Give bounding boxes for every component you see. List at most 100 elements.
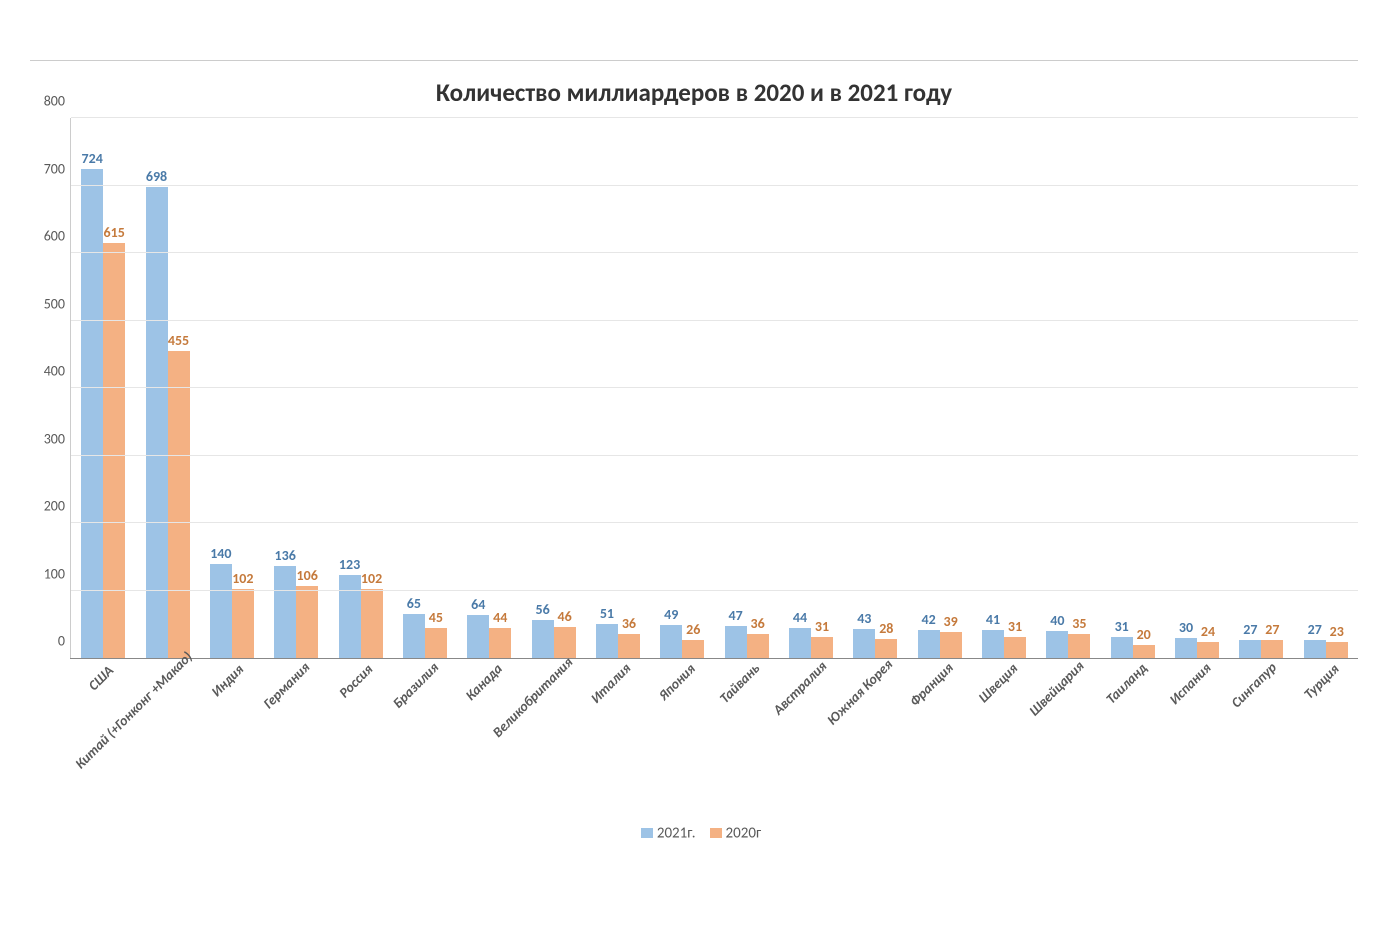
bar: 698 (146, 187, 168, 658)
bar: 49 (660, 625, 682, 658)
bar: 724 (81, 169, 103, 658)
y-tick-label: 100 (44, 565, 65, 582)
bar-value-label: 23 (1330, 623, 1344, 640)
bar: 140 (210, 564, 232, 659)
bar: 44 (789, 628, 811, 658)
bar: 41 (982, 630, 1004, 658)
y-tick-label: 200 (44, 498, 65, 515)
bar-value-label: 36 (622, 615, 636, 632)
bar: 31 (1004, 637, 1026, 658)
plot-area: 7246156984551401021361061231026545644456… (70, 118, 1358, 658)
bar-group: 698455 (135, 187, 199, 658)
bar: 35 (1068, 634, 1090, 658)
x-tick-label: Франция (907, 659, 958, 710)
bar-value-label: 35 (1072, 615, 1086, 632)
bar: 36 (618, 634, 640, 658)
bar-value-label: 106 (297, 567, 318, 584)
bar-group: 5646 (521, 620, 585, 658)
bar-value-label: 56 (535, 601, 549, 618)
x-tick-cell: Сингапур (1229, 659, 1293, 818)
bar-group: 2727 (1229, 640, 1293, 658)
x-tick-label: Япония (655, 660, 699, 704)
bar: 106 (296, 586, 318, 658)
grid-line (71, 252, 1358, 253)
x-tick-label: Австралия (769, 658, 830, 719)
bar-value-label: 31 (815, 618, 829, 635)
x-tick-cell: Турция (1294, 659, 1358, 818)
x-tick-label: Таиланд (1102, 660, 1150, 708)
bar-group: 5136 (586, 624, 650, 658)
x-tick-cell: Таиланд (1101, 659, 1165, 818)
bar: 24 (1197, 642, 1219, 658)
bar: 45 (425, 628, 447, 658)
bar-value-label: 44 (493, 609, 507, 626)
bar-value-label: 615 (104, 224, 125, 241)
x-tick-cell: Швеция (972, 659, 1036, 818)
x-tick-cell: Россия (328, 659, 392, 818)
x-tick-label: США (85, 662, 117, 694)
bar: 136 (274, 566, 296, 658)
legend-swatch (641, 828, 653, 838)
bar: 43 (853, 629, 875, 658)
bar: 30 (1175, 638, 1197, 658)
bar-value-label: 45 (429, 609, 443, 626)
bar-group: 136106 (264, 566, 328, 658)
bar: 123 (339, 575, 361, 658)
grid-line (71, 590, 1358, 591)
bar: 56 (532, 620, 554, 658)
x-tick-cell: Великобритания (521, 659, 585, 818)
bar-value-label: 36 (751, 615, 765, 632)
bar-value-label: 64 (471, 596, 485, 613)
bar: 36 (747, 634, 769, 658)
bar: 31 (1111, 637, 1133, 658)
bar-value-label: 20 (1137, 626, 1151, 643)
x-tick-cell: Германия (263, 659, 327, 818)
x-tick-cell: Италия (585, 659, 649, 818)
chart-title: Количество миллиардеров в 2020 и в 2021 … (30, 77, 1358, 108)
x-tick-cell: Индия (199, 659, 263, 818)
bar: 26 (682, 640, 704, 658)
bar-value-label: 140 (210, 545, 231, 562)
bar-value-label: 24 (1201, 623, 1215, 640)
bar-value-label: 44 (793, 609, 807, 626)
bar-group: 123102 (328, 575, 392, 658)
y-tick-label: 0 (58, 633, 65, 650)
y-tick-label: 800 (44, 93, 65, 110)
bar-value-label: 102 (361, 570, 382, 587)
x-tick-label: Сингапур (1227, 659, 1279, 711)
bar-group: 4239 (907, 630, 971, 658)
bar-group: 3120 (1101, 637, 1165, 658)
bar-value-label: 28 (879, 620, 893, 637)
bar-value-label: 30 (1179, 619, 1193, 636)
bar-group: 3024 (1165, 638, 1229, 658)
bar-value-label: 724 (82, 150, 103, 167)
bar-value-label: 455 (168, 332, 189, 349)
x-tick-label: Швейцария (1026, 658, 1088, 720)
x-tick-label: Канада (462, 660, 506, 704)
legend-label: 2020г (726, 824, 762, 842)
bar-group: 4328 (843, 629, 907, 658)
bar: 102 (361, 589, 383, 658)
x-tick-cell: Франция (907, 659, 971, 818)
bar-value-label: 41 (986, 611, 1000, 628)
bar-group: 2723 (1294, 640, 1358, 658)
bar-value-label: 27 (1243, 621, 1257, 638)
y-tick-label: 300 (44, 430, 65, 447)
bar-group: 4131 (972, 630, 1036, 658)
bar: 455 (168, 351, 190, 658)
bar-value-label: 102 (232, 570, 253, 587)
chart-container: Количество миллиардеров в 2020 и в 2021 … (30, 60, 1358, 904)
legend: 2021г.2020г (30, 824, 1358, 842)
bar: 44 (489, 628, 511, 658)
bar-value-label: 65 (407, 595, 421, 612)
bar-value-label: 136 (275, 547, 296, 564)
x-tick-label: Бразилия (390, 659, 443, 712)
bar-group: 140102 (200, 564, 264, 659)
bar-group: 4035 (1036, 631, 1100, 658)
bar: 27 (1304, 640, 1326, 658)
x-tick-cell: Китай (+Гонконг +Макао) (134, 659, 198, 818)
bar: 65 (403, 614, 425, 658)
bar: 27 (1239, 640, 1261, 658)
bar-value-label: 27 (1265, 621, 1279, 638)
grid-line (71, 455, 1358, 456)
